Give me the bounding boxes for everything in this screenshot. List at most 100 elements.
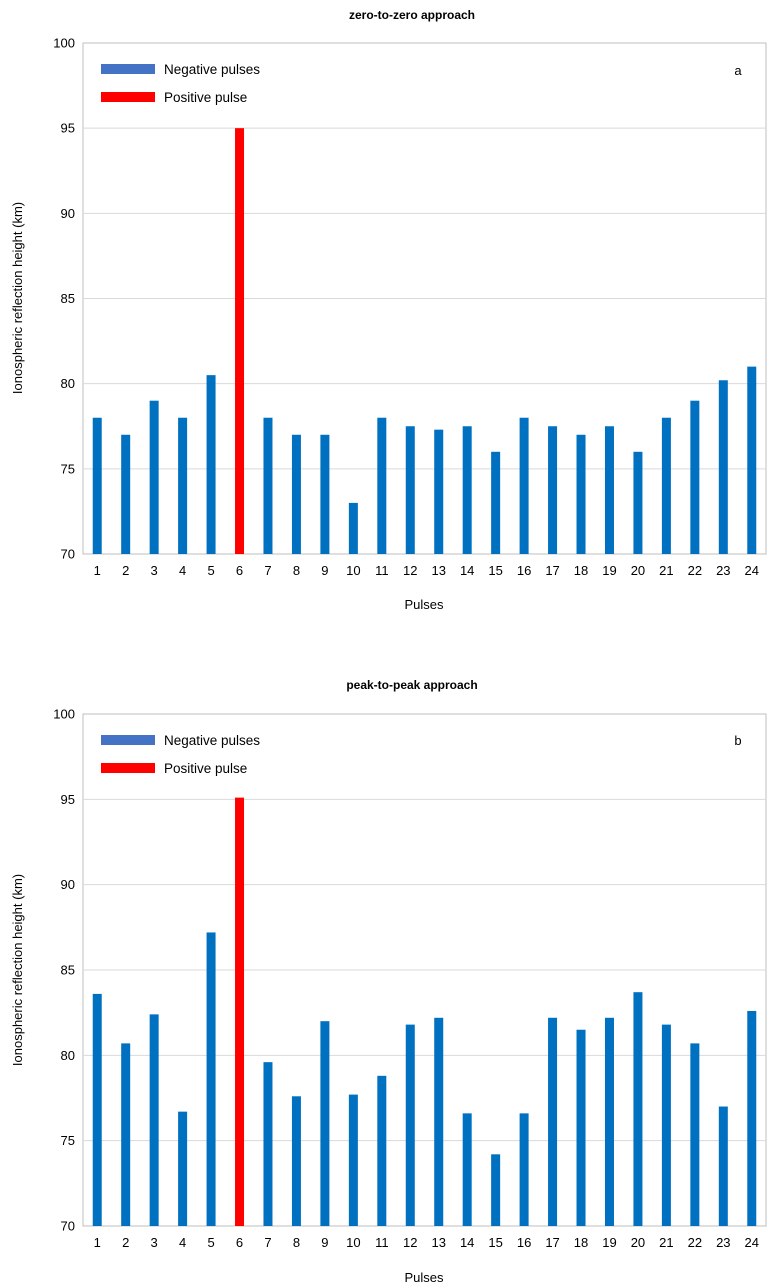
chart-b-bars (92, 797, 757, 1226)
chart-a-x-tick-label: 23 (716, 563, 730, 578)
chart-a-x-tick-label: 19 (602, 563, 616, 578)
chart-a-bars (92, 128, 757, 554)
chart-a-bar-negative-1 (92, 417, 102, 554)
chart-b-x-tick-label: 3 (151, 1235, 158, 1250)
chart-a-x-tick-label: 5 (207, 563, 214, 578)
chart-a-bar-negative-21 (661, 417, 671, 554)
chart-b-x-tick-label: 8 (293, 1235, 300, 1250)
chart-a-bar-negative-11 (377, 417, 387, 554)
chart-a-legend-positive-label: Positive pulse (164, 90, 247, 105)
chart-a-y-tick-label: 80 (61, 376, 75, 391)
chart-b-bar-negative-14 (462, 1113, 472, 1226)
chart-a-y-tick-label: 95 (61, 121, 75, 136)
chart-a-bar-negative-22 (690, 400, 700, 554)
chart-b-x-tick-label: 17 (545, 1235, 559, 1250)
chart-b-x-tick-label: 7 (264, 1235, 271, 1250)
chart-a-bar-negative-5 (206, 375, 216, 554)
chart-a-bar-negative-2 (121, 434, 131, 554)
chart-a-y-ticks: 70 75 80 85 90 95 100 (53, 36, 75, 562)
chart-a-bar-negative-8 (291, 434, 301, 554)
chart-b-x-tick-label: 15 (488, 1235, 502, 1250)
chart-b-x-tick-label: 18 (574, 1235, 588, 1250)
chart-a-x-tick-label: 14 (460, 563, 474, 578)
chart-a-bar-negative-3 (149, 400, 159, 554)
chart-b-bar-negative-12 (405, 1024, 415, 1226)
chart-a-y-tick-label: 75 (61, 461, 75, 476)
chart-a-x-ticks: 1 2 3 4 5 6 7 8 9 10 11 12 13 14 15 16 17 18 19 20 21 22 23 24 (94, 563, 759, 578)
chart-a-y-tick-label: 90 (61, 206, 75, 221)
chart-b-legend-swatch-positive (101, 763, 155, 773)
chart-b-x-tick-label: 21 (659, 1235, 673, 1250)
chart-b-y-tick-label: 95 (61, 792, 75, 807)
chart-a-x-tick-label: 16 (517, 563, 531, 578)
chart-a-x-tick-label: 6 (236, 563, 243, 578)
chart-b-bar-negative-13 (434, 1017, 444, 1226)
chart-b-x-ticks: 1 2 3 4 5 6 7 8 9 10 11 12 13 14 15 16 17 18 19 20 21 22 23 24 (94, 1235, 759, 1250)
chart-a-bar-negative-14 (462, 426, 472, 554)
chart-a-bar-negative-15 (491, 451, 501, 554)
chart-b-legend: Negative pulses Positive pulse (101, 733, 260, 776)
chart-a-x-tick-label: 3 (151, 563, 158, 578)
chart-a-bar-negative-24 (747, 366, 757, 554)
chart-a-y-tick-label: 100 (53, 36, 75, 51)
chart-a-bar-negative-18 (576, 434, 586, 554)
chart-b-x-tick-label: 5 (207, 1235, 214, 1250)
chart-a-bar-negative-10 (348, 502, 358, 554)
chart-b-bar-negative-1 (92, 993, 102, 1226)
chart-b-bar-negative-23 (718, 1106, 728, 1226)
chart-a-y-tick-label: 70 (61, 547, 75, 562)
chart-b-bar-negative-19 (604, 1017, 614, 1226)
chart-b-x-tick-label: 12 (403, 1235, 417, 1250)
chart-a-panel-label: a (734, 63, 742, 78)
chart-b-x-tick-label: 11 (375, 1235, 389, 1250)
chart-a-x-tick-label: 10 (346, 563, 360, 578)
chart-a-x-axis-label: Pulses (404, 597, 444, 612)
chart-b-bar-negative-21 (661, 1024, 671, 1226)
chart-a-bar-negative-7 (263, 417, 273, 554)
chart-b-panel-label: b (734, 733, 741, 748)
chart-a-x-tick-label: 1 (94, 563, 101, 578)
chart-b-bar-negative-24 (747, 1010, 757, 1226)
chart-a-bar-negative-17 (548, 426, 558, 554)
chart-b-legend-negative-label: Negative pulses (164, 733, 260, 748)
chart-a-legend-swatch-positive (101, 92, 155, 102)
chart-b-bar-negative-9 (320, 1021, 330, 1226)
chart-a-bar-negative-4 (178, 417, 188, 554)
chart-a-bar-negative-23 (718, 380, 728, 554)
chart-b-bar-negative-10 (348, 1094, 358, 1226)
chart-b-x-tick-label: 19 (602, 1235, 616, 1250)
chart-b-bar-negative-3 (149, 1014, 159, 1226)
chart-b-bar-negative-18 (576, 1029, 586, 1226)
chart-b-y-tick-label: 75 (61, 1133, 75, 1148)
chart-b-bar-negative-7 (263, 1062, 273, 1226)
chart-b-x-tick-label: 2 (122, 1235, 129, 1250)
chart-b-x-tick-label: 23 (716, 1235, 730, 1250)
chart-a-legend-swatch-negative (101, 64, 155, 74)
chart-a-bar-negative-16 (519, 417, 529, 554)
chart-b-x-tick-label: 14 (460, 1235, 474, 1250)
chart-b-title: peak-to-peak approach (346, 678, 477, 692)
chart-a-x-tick-label: 2 (122, 563, 129, 578)
chart-a-bar-negative-9 (320, 434, 330, 554)
chart-b-legend-positive-label: Positive pulse (164, 761, 247, 776)
chart-b-x-tick-label: 6 (236, 1235, 243, 1250)
chart-a-x-tick-label: 9 (321, 563, 328, 578)
chart-a-gridlines (83, 127, 766, 470)
chart-b-bar-negative-8 (291, 1096, 301, 1226)
chart-b-x-axis-label: Pulses (404, 1270, 444, 1285)
chart-a-x-tick-label: 7 (264, 563, 271, 578)
chart-b-bar-negative-11 (377, 1075, 387, 1226)
chart-a-x-tick-label: 18 (574, 563, 588, 578)
chart-b-x-tick-label: 20 (631, 1235, 645, 1250)
chart-a-legend: Negative pulses Positive pulse (101, 62, 260, 105)
chart-b-legend-swatch-negative (101, 735, 155, 745)
chart-a-bar-negative-20 (633, 451, 643, 554)
chart-a-bar-positive-6 (235, 128, 245, 554)
chart-b-bar-negative-20 (633, 992, 643, 1226)
chart-b-bar-negative-15 (491, 1154, 501, 1226)
chart-a-bar-negative-13 (434, 429, 444, 554)
chart-b-bar-negative-17 (548, 1017, 558, 1226)
